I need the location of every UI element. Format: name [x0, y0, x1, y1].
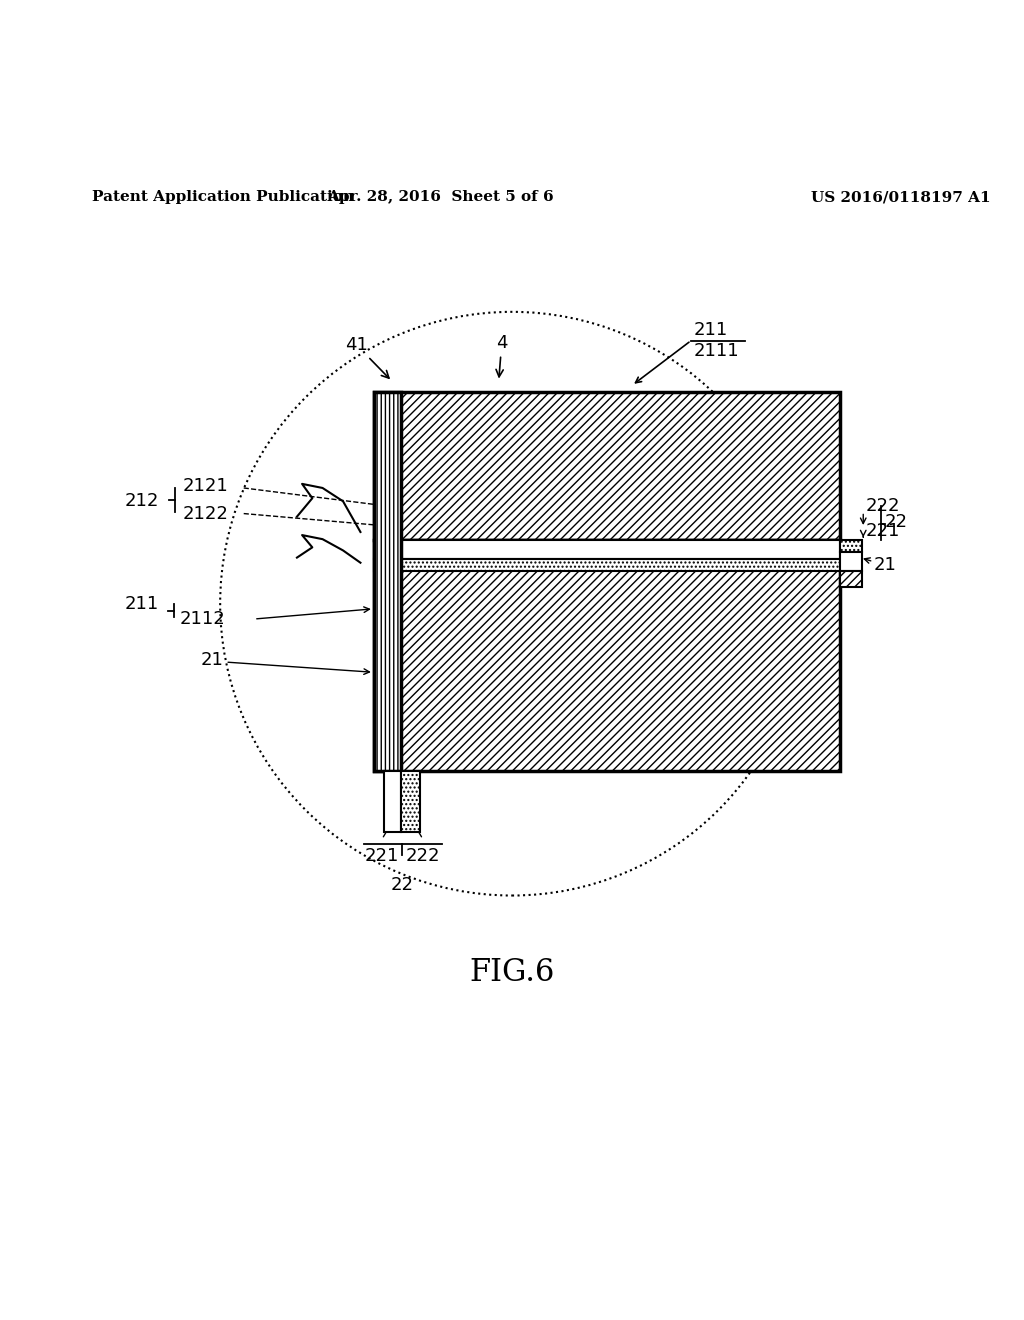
Text: 2111: 2111 — [693, 342, 739, 360]
Text: 21: 21 — [201, 651, 223, 669]
Text: 2121: 2121 — [182, 477, 228, 495]
Text: US 2016/0118197 A1: US 2016/0118197 A1 — [811, 190, 991, 205]
Text: 21: 21 — [873, 556, 896, 574]
Polygon shape — [374, 540, 840, 558]
Text: 221: 221 — [865, 521, 900, 540]
Text: 41: 41 — [345, 335, 389, 378]
Text: 2122: 2122 — [182, 504, 228, 523]
Text: 4: 4 — [496, 334, 508, 376]
Text: 222: 222 — [865, 498, 900, 515]
Text: 22: 22 — [885, 512, 907, 531]
Polygon shape — [401, 771, 420, 832]
Polygon shape — [840, 553, 862, 572]
Text: 211: 211 — [693, 321, 727, 339]
Polygon shape — [374, 558, 840, 572]
Text: 221: 221 — [365, 847, 399, 866]
Text: 211: 211 — [125, 595, 159, 612]
Polygon shape — [840, 540, 862, 553]
Text: Apr. 28, 2016  Sheet 5 of 6: Apr. 28, 2016 Sheet 5 of 6 — [327, 190, 554, 205]
Polygon shape — [374, 392, 401, 771]
Polygon shape — [840, 572, 862, 587]
Polygon shape — [384, 771, 401, 832]
Text: 212: 212 — [124, 492, 159, 511]
Text: 2112: 2112 — [179, 610, 225, 628]
Text: FIG.6: FIG.6 — [469, 957, 555, 987]
Polygon shape — [374, 392, 840, 540]
Polygon shape — [374, 540, 840, 771]
Text: 222: 222 — [406, 847, 440, 866]
Text: Patent Application Publication: Patent Application Publication — [92, 190, 354, 205]
Text: 22: 22 — [391, 876, 414, 894]
